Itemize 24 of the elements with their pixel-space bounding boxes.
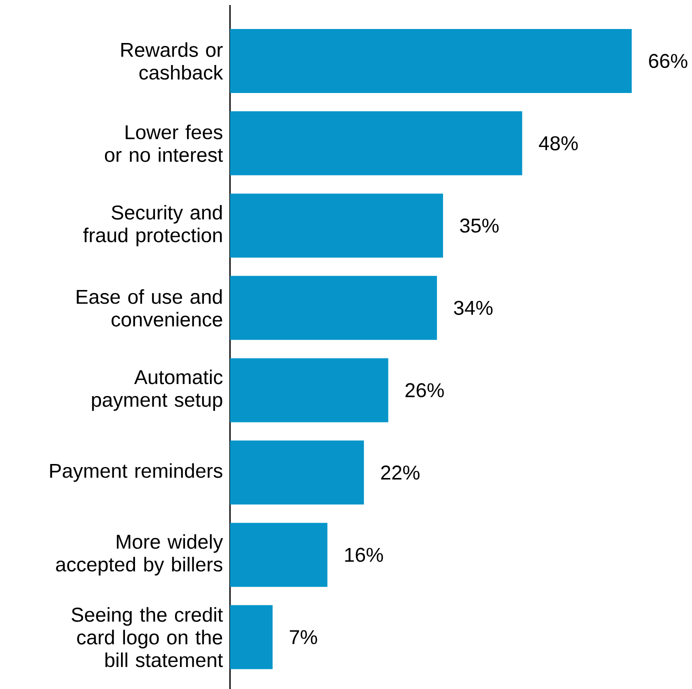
data-label: 66% <box>649 54 688 68</box>
y-tick-label: Ease of use and convenience <box>76 289 222 327</box>
bar <box>230 194 444 258</box>
y-tick-label: Payment reminders <box>50 463 222 482</box>
y-tick-label: Lower fees or no interest <box>104 124 223 162</box>
data-label: 48% <box>538 136 578 150</box>
data-label: 26% <box>406 383 444 398</box>
bar <box>230 28 632 93</box>
data-label: 7% <box>290 630 318 644</box>
y-tick-label: Rewards or cashback <box>121 42 224 80</box>
data-label: 35% <box>460 218 499 233</box>
bar <box>230 111 522 176</box>
data-label: 22% <box>381 465 420 480</box>
bar <box>230 440 364 505</box>
bar <box>230 522 328 587</box>
y-tick-label: Automatic payment setup <box>92 370 223 411</box>
bar <box>230 358 388 422</box>
y-tick-label: Seeing the credit card logo on the bill statement <box>72 607 223 668</box>
y-tick-label: Security and fraud protection <box>83 204 222 246</box>
bar <box>230 276 437 340</box>
y-tick-label: More widely accepted by billers <box>56 534 223 576</box>
data-label: 16% <box>345 548 383 562</box>
data-label: 34% <box>454 300 493 315</box>
bar <box>230 605 273 670</box>
